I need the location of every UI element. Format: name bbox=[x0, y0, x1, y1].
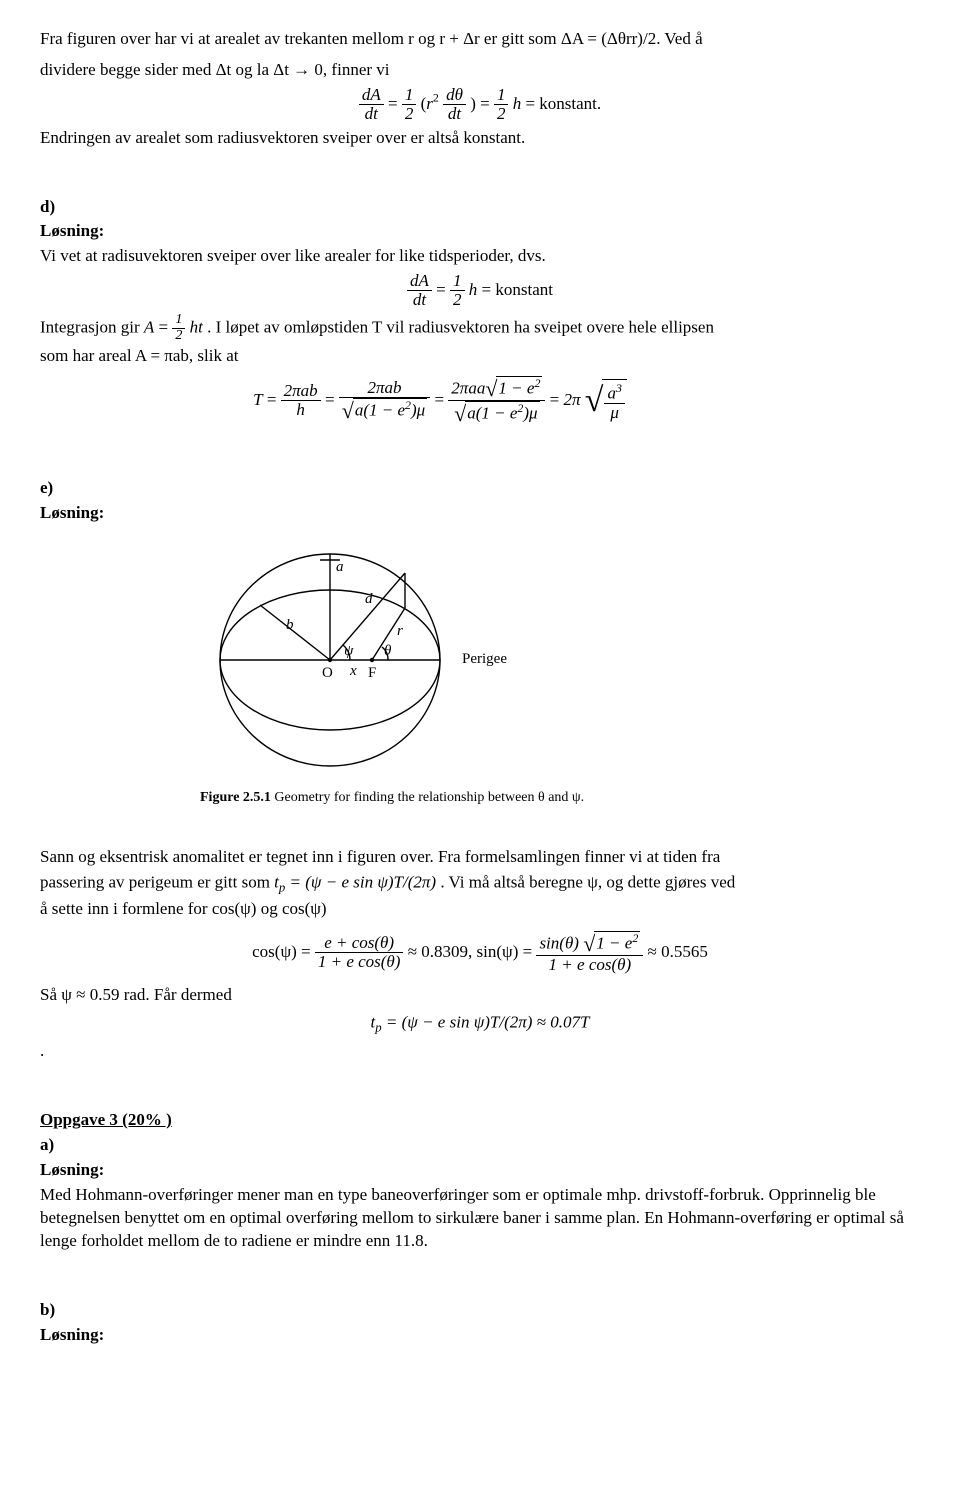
para-4: Vi vet at radisuvektoren sveiper over li… bbox=[40, 245, 920, 268]
para-2: dividere begge sider med Δt og la Δt → 0… bbox=[40, 59, 920, 82]
part-d-label: d) bbox=[40, 196, 920, 219]
para-11: Med Hohmann-overføringer mener man en ty… bbox=[40, 1184, 920, 1253]
fig-label-O: O bbox=[322, 665, 333, 681]
oppgave-3-heading: Oppgave 3 (20% ) bbox=[40, 1109, 920, 1132]
para-1: Fra figuren over har vi at arealet av tr… bbox=[40, 28, 920, 51]
equation-cos-sin: cos(ψ) = e + cos(θ)1 + e cos(θ) ≈ 0.8309… bbox=[40, 931, 920, 974]
para-8: passering av perigeum er gitt som tp = (… bbox=[40, 871, 920, 897]
text: Endringen av arealet som radiusvektoren … bbox=[40, 128, 525, 147]
text: Fra figuren over har vi at arealet av tr… bbox=[40, 29, 703, 48]
losning-a: Løsning: bbox=[40, 1159, 920, 1182]
losning-e: Løsning: bbox=[40, 502, 920, 525]
fig-label-r: r bbox=[397, 623, 403, 639]
losning-d: Løsning: bbox=[40, 220, 920, 243]
part-a-label: a) bbox=[40, 1134, 920, 1157]
para-10: Så ψ ≈ 0.59 rad. Får dermed bbox=[40, 984, 920, 1007]
equation-dA-dt-2: dAdt = 12 h = konstant bbox=[40, 272, 920, 309]
text: dividere begge sider med Δt og la Δt → 0… bbox=[40, 60, 390, 79]
ellipse-svg: a b d r ψ θ x O F Perigee bbox=[200, 545, 540, 775]
para-3: Endringen av arealet som radiusvektoren … bbox=[40, 127, 920, 150]
fig-label-perigee: Perigee bbox=[462, 651, 507, 667]
fig-label-F: F bbox=[368, 665, 376, 681]
part-b-label: b) bbox=[40, 1299, 920, 1322]
para-6: som har areal A = πab, slik at bbox=[40, 345, 920, 368]
ellipse-figure: a b d r ψ θ x O F Perigee Figure 2.5.1 G… bbox=[200, 545, 920, 808]
dot: . bbox=[40, 1040, 920, 1063]
fig-label-a: a bbox=[336, 559, 344, 575]
losning-b: Løsning: bbox=[40, 1324, 920, 1347]
fig-label-psi: ψ bbox=[344, 643, 354, 659]
para-5: Integrasjon gir A = 12 ht . I løpet av o… bbox=[40, 313, 920, 343]
para-9: å sette inn i formlene for cos(ψ) og cos… bbox=[40, 898, 920, 921]
figure-caption: Figure 2.5.1 Geometry for finding the re… bbox=[200, 789, 920, 808]
fig-label-theta: θ bbox=[384, 643, 392, 659]
fig-label-x: x bbox=[349, 663, 357, 679]
para-7: Sann og eksentrisk anomalitet er tegnet … bbox=[40, 846, 920, 869]
equation-T: T = 2πabh = 2πab √a(1 − e2)μ = 2πaa√1 − … bbox=[0, 376, 920, 425]
equation-tp-final: tp = (ψ − e sin ψ)T/(2π) ≈ 0.07T bbox=[40, 1011, 920, 1037]
fig-label-d: d bbox=[365, 591, 373, 607]
part-e-label: e) bbox=[40, 477, 920, 500]
fig-label-b: b bbox=[286, 617, 294, 633]
equation-dA-dt-1: dAdt = 12 (r2 dθdt ) = 12 h = konstant. bbox=[40, 86, 920, 123]
